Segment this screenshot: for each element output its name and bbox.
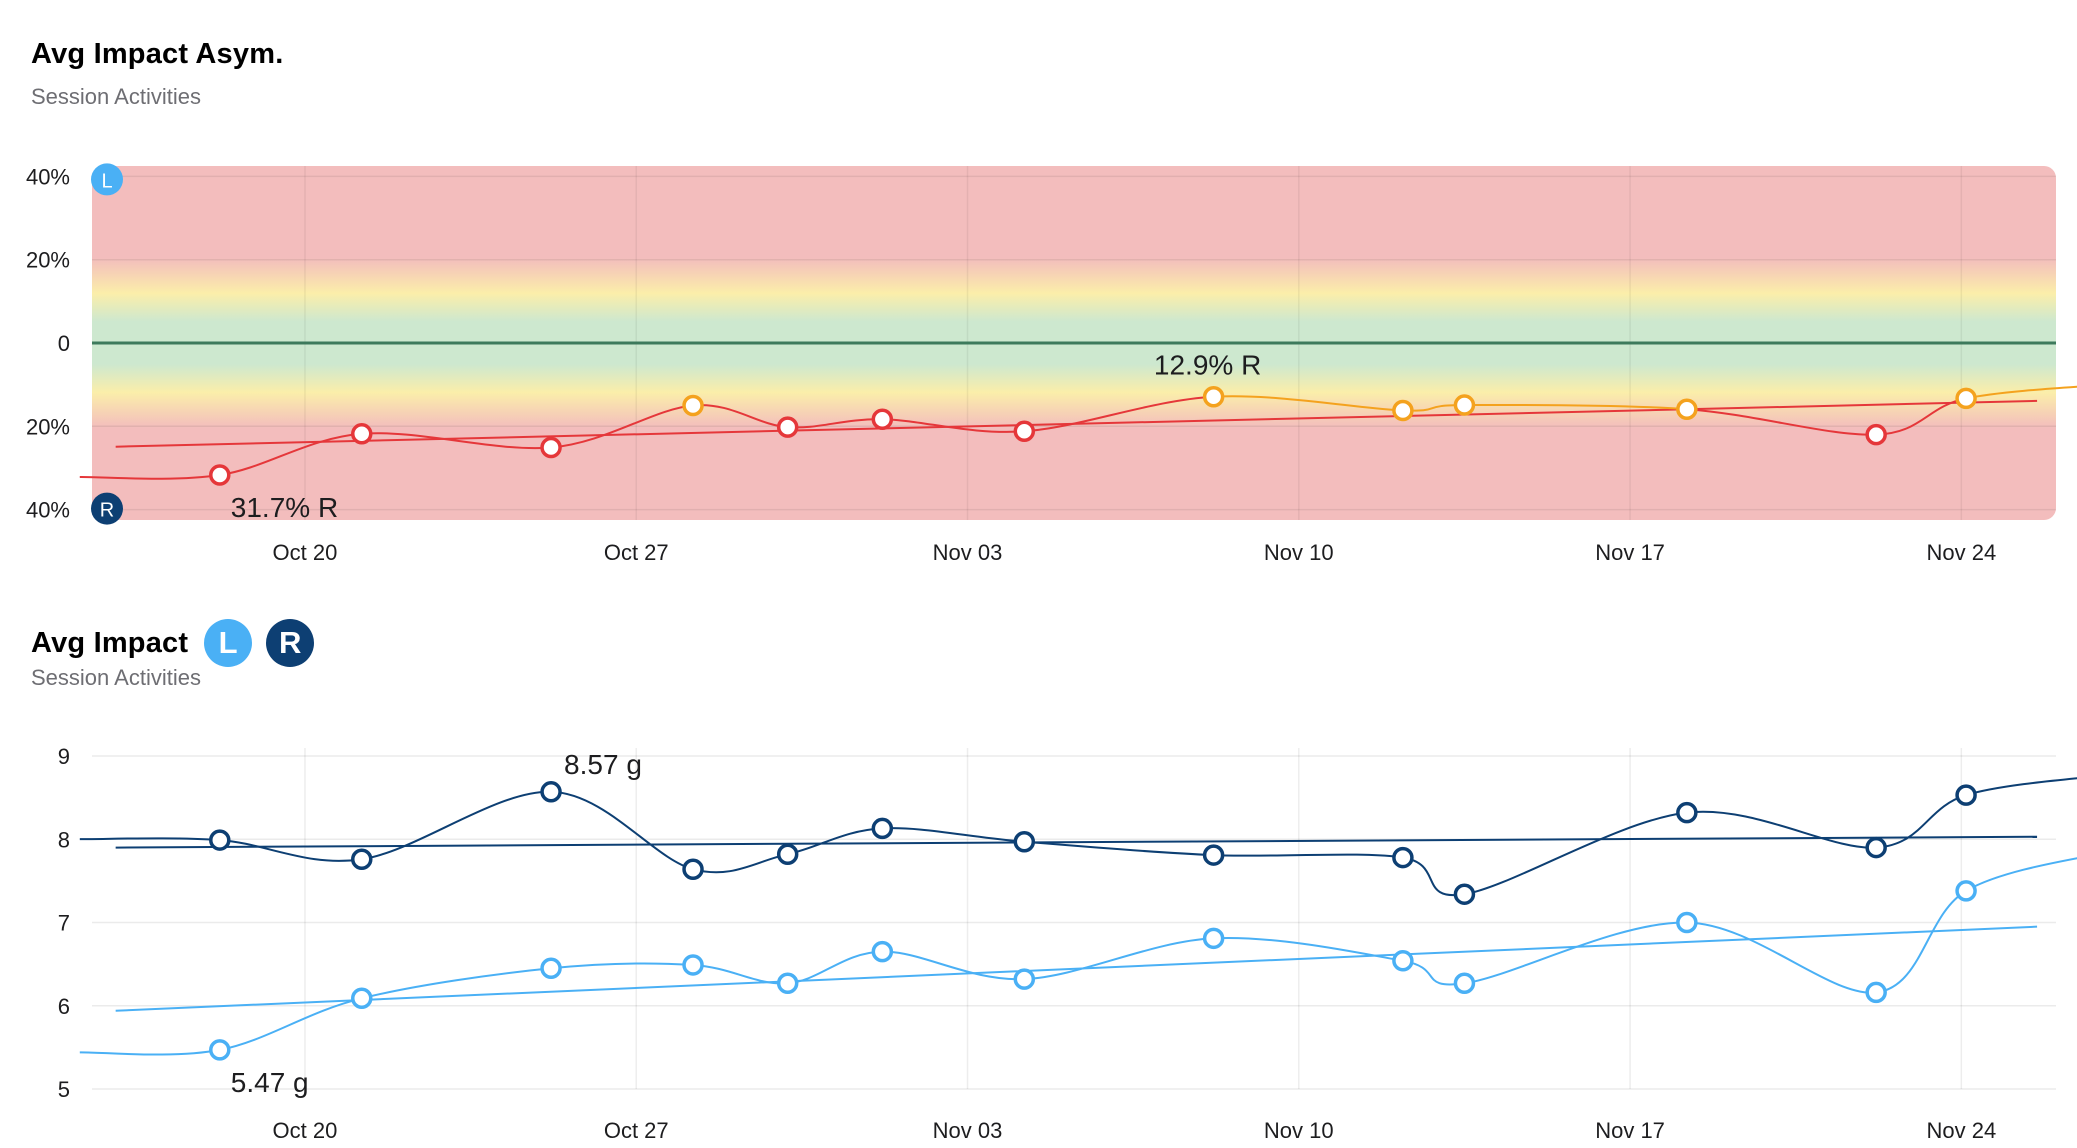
x-tick-label: Nov 10 <box>1264 540 1334 565</box>
y-tick-label: 7 <box>58 911 70 936</box>
y-tick-label: 0 <box>58 331 70 356</box>
left-data-point[interactable] <box>1202 927 1225 950</box>
left-data-point[interactable] <box>351 987 373 1010</box>
x-tick-label: Nov 03 <box>933 1118 1003 1143</box>
left-data-point[interactable] <box>682 954 704 976</box>
asymmetry-line-segment <box>882 418 1025 433</box>
right-data-point[interactable] <box>1955 784 1977 806</box>
asymmetry-data-point[interactable] <box>1676 398 1698 420</box>
right-trend-line <box>115 835 2038 849</box>
left-side-marker <box>91 163 123 196</box>
left-side-marker-label: L <box>101 170 112 192</box>
asymmetry-data-point[interactable] <box>1202 385 1225 408</box>
x-tick-label: Oct 20 <box>273 1118 338 1143</box>
x-tick-label: Oct 27 <box>604 540 669 565</box>
asymmetry-data-point[interactable] <box>1392 399 1414 422</box>
x-tick-label: Nov 03 <box>933 540 1003 565</box>
left-series-line <box>79 857 2077 1056</box>
x-tick-label: Nov 10 <box>1264 1118 1334 1143</box>
right-data-point[interactable] <box>209 829 231 851</box>
max-impact-annotation: 8.57 g <box>564 749 642 780</box>
right-data-point[interactable] <box>1453 883 1476 905</box>
max-asymmetry-annotation: 31.7% R <box>231 492 338 523</box>
asymmetry-data-point[interactable] <box>871 408 894 430</box>
right-side-marker <box>91 492 123 525</box>
left-data-point[interactable] <box>1013 968 1036 990</box>
right-series-line <box>79 777 2077 897</box>
x-tick-label: Nov 24 <box>1926 1118 1996 1143</box>
asymmetry-chart[interactable]: 40% 20% 0 20% 40% Oct 20 Oct 27 Nov 03 Nov 10 Nov… <box>0 150 2077 570</box>
asymmetry-line-segment <box>219 432 362 477</box>
left-data-point[interactable] <box>540 957 562 980</box>
left-data-point[interactable] <box>1392 950 1414 972</box>
y-tick-label: 20% <box>26 414 70 439</box>
asymmetry-line-segment <box>1402 404 1465 412</box>
right-data-point[interactable] <box>871 817 894 840</box>
asymmetry-data-point[interactable] <box>776 416 799 438</box>
y-tick-label: 20% <box>26 248 70 273</box>
right-data-point[interactable] <box>351 848 373 870</box>
asymmetry-line-segment <box>1876 397 1967 436</box>
y-tick-label: 40% <box>26 164 70 189</box>
right-data-point[interactable] <box>1865 836 1887 859</box>
x-tick-label: Oct 20 <box>273 540 338 565</box>
impact-chart-title: Avg Impact L R <box>31 619 315 667</box>
asymmetry-line-segment <box>1965 385 2077 400</box>
y-tick-label: 6 <box>58 994 70 1019</box>
legend-right-badge[interactable]: R <box>266 619 315 667</box>
right-data-point[interactable] <box>776 843 799 865</box>
x-tick-label: Oct 27 <box>604 1118 669 1143</box>
asymmetry-data-point[interactable] <box>682 394 704 417</box>
left-data-point[interactable] <box>871 940 894 963</box>
left-data-point[interactable] <box>1865 981 1887 1004</box>
asymmetry-line-segment <box>361 432 552 450</box>
impact-chart[interactable]: 9 8 7 6 5 Oct 20 Oct 27 Nov 03 Nov 10 Nov 17 Nov 2… <box>0 730 2077 1148</box>
asymmetry-chart-title: Avg Impact Asym. <box>31 38 284 70</box>
asymmetry-data-point[interactable] <box>1453 394 1476 416</box>
asymmetry-line-segment <box>1686 408 1877 436</box>
right-data-point[interactable] <box>540 781 562 803</box>
x-tick-label: Nov 17 <box>1595 1118 1665 1143</box>
asymmetry-data-point[interactable] <box>1955 387 1977 410</box>
y-tick-label: 40% <box>26 498 70 523</box>
asymmetry-line-segment <box>550 404 694 449</box>
asymmetry-line-segment <box>1213 395 1403 412</box>
asymmetry-data-point[interactable] <box>351 423 373 445</box>
min-impact-annotation: 5.47 g <box>231 1067 309 1098</box>
y-tick-label: 9 <box>58 744 70 769</box>
x-tick-label: Nov 17 <box>1595 540 1665 565</box>
left-data-point[interactable] <box>776 972 799 995</box>
left-data-point[interactable] <box>1955 880 1977 902</box>
y-tick-label: 5 <box>58 1077 70 1102</box>
asymmetry-data-point[interactable] <box>209 464 231 486</box>
left-data-point[interactable] <box>1676 911 1698 934</box>
y-tick-label: 8 <box>58 827 70 852</box>
right-data-point[interactable] <box>1202 844 1225 866</box>
asymmetry-line-segment <box>79 474 220 480</box>
right-side-marker-label: R <box>100 500 114 522</box>
left-data-point[interactable] <box>209 1039 231 1061</box>
asymmetry-line-segment <box>1024 395 1214 433</box>
left-trend-line <box>115 925 2038 1012</box>
impact-chart-title-text: Avg Impact <box>31 626 189 659</box>
left-data-point[interactable] <box>1453 972 1476 995</box>
asymmetry-data-point[interactable] <box>1013 420 1036 443</box>
asymmetry-chart-subtitle: Session Activities <box>31 84 201 109</box>
asymmetry-line-segment <box>1464 403 1687 411</box>
min-asymmetry-annotation: 12.9% R <box>1154 350 1261 381</box>
right-data-point[interactable] <box>1676 801 1698 824</box>
asymmetry-data-point[interactable] <box>540 436 562 459</box>
asymmetry-data-point[interactable] <box>1865 423 1887 446</box>
asymmetry-series-line <box>79 385 2077 480</box>
impact-chart-subtitle: Session Activities <box>31 665 201 690</box>
legend-left-badge[interactable]: L <box>204 619 253 667</box>
right-data-point[interactable] <box>682 858 704 880</box>
x-tick-label: Nov 24 <box>1926 540 1996 565</box>
right-data-point[interactable] <box>1013 830 1036 853</box>
right-data-point[interactable] <box>1392 846 1414 869</box>
